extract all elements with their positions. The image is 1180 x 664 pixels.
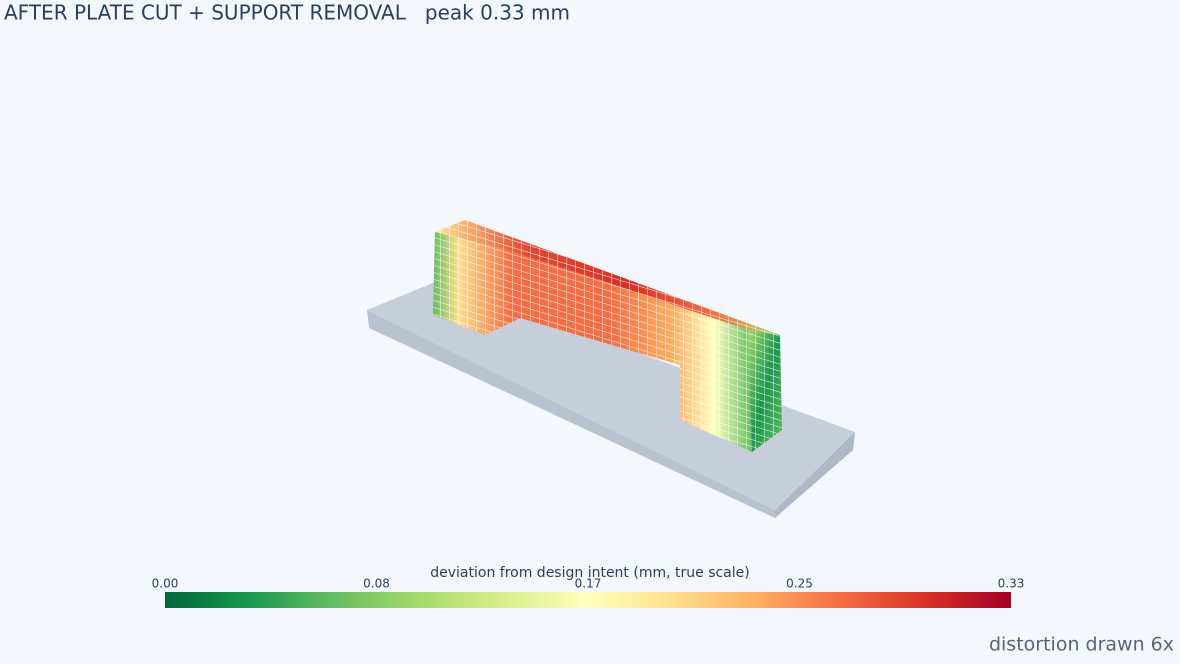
plate-top (367, 280, 855, 510)
chart-title: AFTER PLATE CUT + SUPPORT REMOVAL peak 0… (4, 1, 570, 25)
colorbar-tick-label: 0.17 (575, 577, 602, 591)
colorbar-tick-label: 0.00 (152, 577, 179, 591)
colorbar-title: deviation from design intent (mm, true s… (430, 565, 749, 581)
part-front-mesh (433, 232, 752, 452)
part-top-mesh (435, 220, 780, 335)
colorbar-tick-label: 0.08 (363, 577, 390, 591)
annotation: distortion drawn 6x (989, 634, 1174, 656)
colorbar-tick-label: 0.33 (998, 577, 1025, 591)
model (367, 220, 855, 518)
part-end-mesh (748, 330, 782, 452)
plate-side (775, 432, 855, 518)
colorbar (165, 592, 1011, 608)
plate-side (367, 310, 775, 518)
colorbar-tick-label: 0.25 (786, 577, 813, 591)
